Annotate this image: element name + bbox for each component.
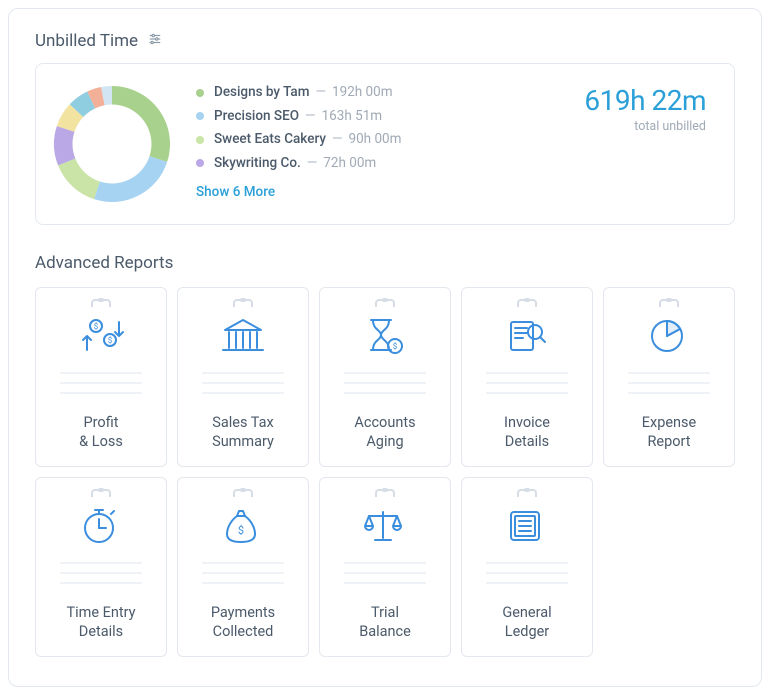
legend-separator: — [315,86,326,100]
clip-icon [88,488,114,498]
tile-placeholder-lines [344,554,426,592]
tile-placeholder-lines [486,554,568,592]
tile-label: Trial Balance [359,604,411,642]
legend-row: Skywriting Co. — 72h 00m [196,157,532,171]
unbilled-time-title: Unbilled Time [35,31,138,51]
unbilled-time-header: Unbilled Time [35,31,735,51]
report-tile-general-ledger[interactable]: General Ledger [461,477,593,657]
filter-icon[interactable] [148,31,162,51]
hourglass-money-icon [361,314,409,358]
tile-placeholder-lines [344,364,426,402]
tile-label: General Ledger [502,604,551,642]
money-bag-icon [219,504,267,548]
report-tile-expense-report[interactable]: Expense Report [603,287,735,467]
report-tile-time-entry-details[interactable]: Time Entry Details [35,477,167,657]
clip-icon [230,298,256,308]
tile-placeholder-lines [486,364,568,402]
clip-icon [230,488,256,498]
legend-value: 90h 00m [349,133,402,147]
clip-icon [372,488,398,498]
legend-separator: — [332,133,343,147]
bank-icon [219,314,267,358]
tile-label: Expense Report [642,414,696,452]
tile-label: Sales Tax Summary [212,414,274,452]
legend-dot [196,112,204,120]
legend-dot [196,159,204,167]
report-tile-payments-collected[interactable]: Payments Collected [177,477,309,657]
advanced-reports-title: Advanced Reports [35,253,735,273]
report-tile-invoice-details[interactable]: Invoice Details [461,287,593,467]
tile-placeholder-lines [628,364,710,402]
legend-label: Sweet Eats Cakery [214,133,326,147]
clip-icon [372,298,398,308]
unbilled-total: 619h 22m total unbilled [556,84,706,134]
clip-icon [656,298,682,308]
pie-slice-icon [645,314,693,358]
legend-label: Designs by Tam [214,86,309,100]
clip-icon [88,298,114,308]
report-tile-trial-balance[interactable]: Trial Balance [319,477,451,657]
legend-label: Skywriting Co. [214,157,301,171]
legend-row: Designs by Tam — 192h 00m [196,86,532,100]
tile-label: Profit & Loss [79,414,123,452]
tile-label: Payments Collected [211,604,275,642]
tile-placeholder-lines [60,364,142,402]
advanced-reports-grid: Profit & Loss Sales Tax Summary Accounts A… [35,287,735,657]
unbilled-total-value: 619h 22m [556,84,706,117]
ledger-book-icon [503,504,551,548]
report-tile-accounts-aging[interactable]: Accounts Aging [319,287,451,467]
tile-placeholder-lines [202,554,284,592]
legend-dot [196,136,204,144]
legend-row: Sweet Eats Cakery — 90h 00m [196,133,532,147]
clip-icon [514,488,540,498]
unbilled-donut-chart [52,84,172,204]
invoice-search-icon [503,314,551,358]
unbilled-legend: Designs by Tam — 192h 00m Precision SEO — 163… [196,84,532,200]
legend-value: 72h 00m [323,157,376,171]
legend-separator: — [307,157,318,171]
stopwatch-icon [77,504,125,548]
unbilled-total-label: total unbilled [556,119,706,134]
legend-value: 192h 00m [332,86,393,100]
legend-dot [196,89,204,97]
tile-placeholder-lines [202,364,284,402]
unbilled-time-card: Designs by Tam — 192h 00m Precision SEO — 163… [35,63,735,225]
show-more-link[interactable]: Show 6 More [196,184,275,200]
legend-value: 163h 51m [322,110,383,124]
dashboard-panel: Unbilled Time Designs by Tam — 192h 00m Pre… [8,8,762,687]
tile-label: Accounts Aging [354,414,415,452]
tile-placeholder-lines [60,554,142,592]
legend-row: Precision SEO — 163h 51m [196,110,532,124]
tile-label: Invoice Details [504,414,550,452]
clip-icon [514,298,540,308]
tile-label: Time Entry Details [66,604,135,642]
report-tile-sales-tax-summary[interactable]: Sales Tax Summary [177,287,309,467]
legend-label: Precision SEO [214,110,299,124]
report-tile-profit-loss[interactable]: Profit & Loss [35,287,167,467]
profit-loss-icon [77,314,125,358]
legend-separator: — [305,110,316,124]
scales-icon [361,504,409,548]
